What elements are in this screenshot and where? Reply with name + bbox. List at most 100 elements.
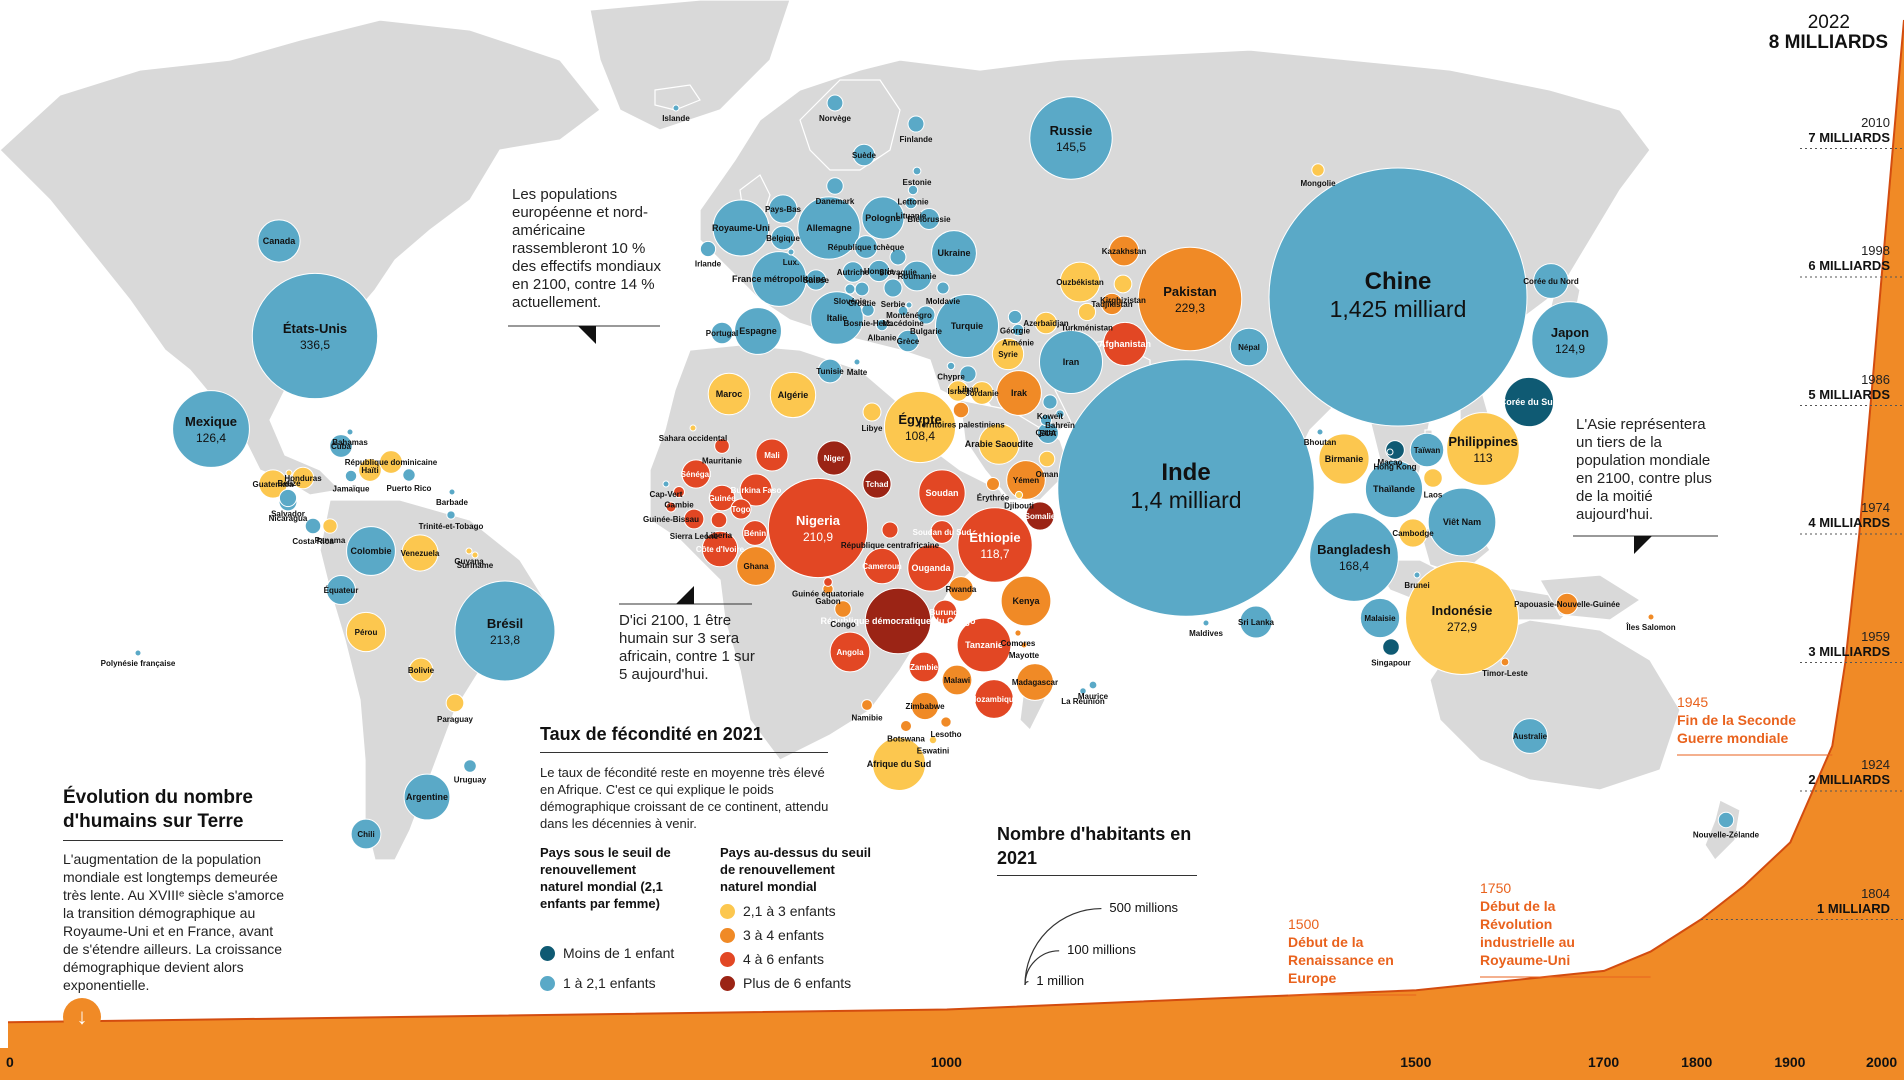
bubble-name-afghanistan: Afghanistan <box>1099 339 1151 349</box>
bubble-name-norvege: Norvège <box>819 114 852 123</box>
bubble-qatar <box>1039 413 1053 427</box>
bubble-name-republique-centrafricaine: République centrafricaine <box>841 541 940 550</box>
bubble-name-libye: Libye <box>862 424 883 433</box>
legend-swatch <box>720 975 735 991</box>
bubble-name-pologne: Pologne <box>865 213 901 223</box>
bubble-malte <box>853 358 861 366</box>
bubble-name-mexique: Mexique <box>185 414 237 429</box>
bubble-name-grece: Grèce <box>897 337 920 346</box>
bubble-name-bulgarie: Bulgarie <box>910 327 943 336</box>
bubble-malawi <box>941 664 973 696</box>
bubble-name-cambodge: Cambodge <box>1392 529 1434 538</box>
land-iceland <box>654 84 701 111</box>
bubble-cap-vert <box>662 480 670 488</box>
bubble-name-australie: Australie <box>1513 732 1548 741</box>
bubble-viet-nam <box>1427 487 1497 557</box>
bubble-thailande <box>1364 459 1424 519</box>
bubble-jordanie <box>970 381 994 405</box>
event-text: Début de la Renaissance en Europe <box>1288 934 1394 986</box>
bubble-name-malaisie: Malaisie <box>1364 614 1396 623</box>
bubble-name-islande: Islande <box>662 114 690 123</box>
legend-item: Moins de 1 enfant <box>540 945 674 961</box>
bubble-liberia <box>710 511 728 529</box>
event-year: 1945 <box>1677 694 1709 710</box>
event-year: 1500 <box>1288 916 1320 932</box>
bubble-indonesie <box>1405 561 1519 675</box>
milestone-1924: 1924 2 MILLIARDS <box>1808 757 1890 787</box>
bubble-paraguay <box>445 693 465 713</box>
fertility-title: Taux de fécondité en 2021 <box>540 724 763 744</box>
size-legend-arcs <box>1024 907 1102 986</box>
bubble-lettonie <box>907 184 919 196</box>
bubble-name-slovaquie: Slovaquie <box>879 268 917 277</box>
bubble-name-guinee-equatoriale: Guinée équatoriale <box>792 589 865 598</box>
bubble-mozambique <box>974 679 1014 719</box>
bubble-name-etats-unis: États-Unis <box>283 321 347 336</box>
bubble-portugal <box>710 321 734 345</box>
bubble-name-somalie: Somalie <box>1025 512 1056 521</box>
bubble-iles-salomon <box>1647 613 1655 621</box>
asia-pointer <box>1634 536 1652 554</box>
bubble-pologne <box>861 196 905 240</box>
legend-swatch <box>720 951 735 967</box>
bubble-laos <box>1423 468 1443 488</box>
bubble-name-benin: Bénin <box>744 529 766 538</box>
bubble-niger <box>816 440 852 476</box>
bubble-brunei <box>1413 571 1421 579</box>
bubble-name-ethiopie: Éthiopie <box>969 530 1020 545</box>
bubble-value-egypte: 108,4 <box>905 429 935 443</box>
bubble-name-canada: Canada <box>263 236 297 246</box>
bubble-name-suisse: Suisse <box>803 276 829 285</box>
bubble-name-turquie: Turquie <box>951 321 983 331</box>
bubble-name-suriname: Suriname <box>457 561 494 570</box>
legend-label: 4 à 6 enfants <box>743 951 824 967</box>
event-year: 1750 <box>1480 880 1512 896</box>
bubble-ouganda <box>907 544 955 592</box>
bubble-name-gabon: Gabon <box>815 597 840 606</box>
bubble-name-turkmenistan: Turkménistan <box>1061 324 1113 333</box>
bubble-haiti <box>358 458 382 482</box>
legend-item: 2,1 à 3 enfants <box>720 903 836 919</box>
bubble-burkina-faso <box>739 473 773 507</box>
bubble-soudan <box>918 469 966 517</box>
legend-swatch <box>720 927 735 943</box>
bubble-name-bangladesh: Bangladesh <box>1317 542 1391 557</box>
bubble-name-ukraine: Ukraine <box>937 248 970 258</box>
bubble-value-russie: 145,5 <box>1056 140 1086 154</box>
bubble-mayotte <box>1020 641 1028 649</box>
legend-label: Moins de 1 enfant <box>563 945 675 961</box>
bubble-turquie <box>934 293 1000 359</box>
bubble-name-angola: Angola <box>836 648 864 657</box>
bubble-name-belgique: Belgique <box>766 234 800 243</box>
annotation-europe: Les populations européenne et nord-améri… <box>512 186 661 311</box>
size-arc-1 <box>1024 950 1060 986</box>
bubble-croatie <box>854 281 870 297</box>
size-arc-2 <box>1024 980 1029 986</box>
bubble-name-montenegro: Monténégro <box>886 311 932 320</box>
bubble-name-costa-rica: Costa Rica <box>292 537 334 546</box>
bubble-name-malte: Malte <box>847 368 868 377</box>
arrow-down-icon[interactable]: ↓ <box>63 998 101 1036</box>
bubble-islande <box>672 104 680 112</box>
bubble-syrie <box>991 337 1025 371</box>
size-arc-0 <box>1024 907 1102 986</box>
bubble-name-yemen: Yémen <box>1013 476 1039 485</box>
bubble-name-irak: Irak <box>1011 388 1028 398</box>
size-label-0: 500 millions <box>1109 899 1179 915</box>
bubble-italie <box>810 291 864 345</box>
bubble-name-chypre: Chypre <box>937 373 965 382</box>
bubble-name-honduras: Honduras <box>284 474 322 483</box>
milestone-1804: 1804 1 MILLIARD <box>1817 886 1890 916</box>
milestone-label: 4 MILLIARDS <box>1808 515 1890 530</box>
land-north-america <box>0 19 601 496</box>
bubble-name-philippines: Philippines <box>1448 434 1517 449</box>
bubble-maroc <box>707 372 751 416</box>
bubble-name-serbie: Serbie <box>881 300 906 309</box>
bubble-name-hong-kong: Hong Kong <box>1373 462 1416 471</box>
population-timeline <box>0 7 1904 1080</box>
bubble-allemagne <box>797 196 861 260</box>
bubble-value-indonesie: 272,9 <box>1447 620 1477 634</box>
milestone-year: 1974 <box>1861 500 1890 515</box>
bubble-moldavie <box>936 281 950 295</box>
bubble-name-nicaragua: Nicaragua <box>269 514 308 523</box>
